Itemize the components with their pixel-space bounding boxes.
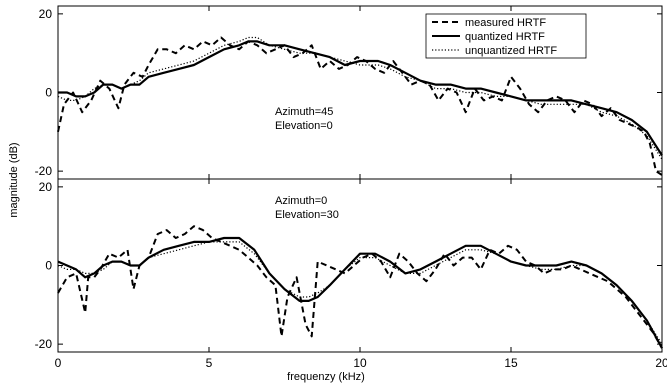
top-y-tick-label: 0 bbox=[45, 86, 52, 100]
top-annotation-elevation: Elevation=0 bbox=[275, 120, 333, 132]
x-tick-label: 10 bbox=[353, 356, 367, 370]
top-annotation-azimuth: Azimuth=45 bbox=[275, 106, 333, 118]
bottom-y-tick-label: -20 bbox=[35, 337, 53, 351]
x-tick-label: 0 bbox=[55, 356, 62, 370]
x-tick-label: 5 bbox=[206, 356, 213, 370]
top-series-quantized bbox=[58, 40, 663, 156]
x-axis-label: frequenzy (kHz) bbox=[287, 371, 365, 383]
bottom-annotation-azimuth: Azimuth=0 bbox=[275, 195, 327, 207]
legend-label-unquantized: unquantized HRTF bbox=[465, 45, 557, 57]
top-y-tick-label: -20 bbox=[35, 164, 53, 178]
top-y-tick-label: 20 bbox=[39, 7, 53, 21]
x-tick-label: 20 bbox=[655, 356, 667, 370]
legend-label-measured: measured HRTF bbox=[465, 17, 546, 29]
x-tick-label: 15 bbox=[504, 356, 518, 370]
bottom-y-tick-label: 20 bbox=[39, 180, 53, 194]
bottom-series-unquantized bbox=[57, 241, 663, 345]
bottom-annotation-elevation: Elevation=30 bbox=[275, 209, 339, 221]
bottom-y-tick-label: 0 bbox=[45, 259, 52, 273]
y-axis-label: magnitude (dB) bbox=[8, 142, 20, 217]
legend: measured HRTF quantized HRTF unquantized… bbox=[425, 13, 587, 59]
legend-label-quantized: quantized HRTF bbox=[465, 31, 545, 43]
